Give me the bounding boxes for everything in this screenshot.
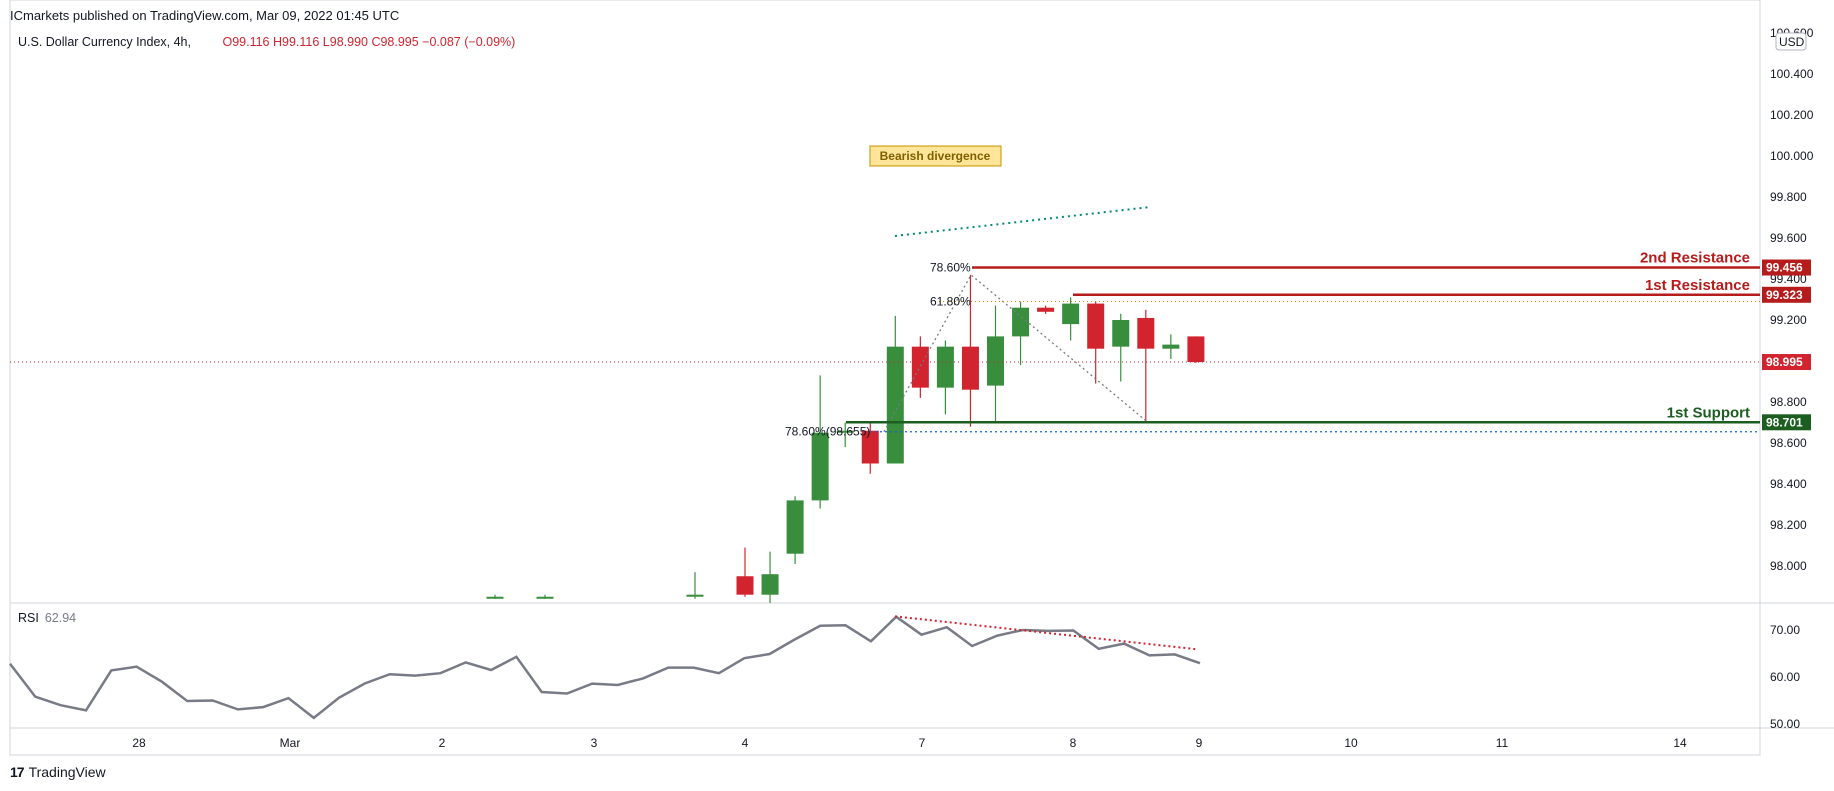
level-label: 1st Resistance [1645, 277, 1750, 294]
price-tick-label: 100.000 [1770, 149, 1814, 163]
rsi-value: 62.94 [44, 611, 77, 625]
price-tick-label: 98.800 [1770, 395, 1807, 409]
currency-label: USD [1779, 35, 1805, 49]
candle-body [1012, 307, 1030, 337]
candle-body [1162, 344, 1180, 349]
candle-body [1037, 307, 1055, 312]
candle-body [987, 336, 1004, 386]
symbol-legend: U.S. Dollar Currency Index, 4h, O99.116 … [18, 35, 515, 49]
level-label: 2nd Resistance [1640, 250, 1750, 267]
price-level-box [1762, 354, 1811, 371]
time-tick-label: 14 [1673, 736, 1687, 750]
price-level-box [1762, 259, 1811, 276]
candle-body [961, 346, 979, 390]
candle-body [786, 500, 804, 554]
time-tick-label: 11 [1496, 736, 1509, 750]
candle-body [686, 594, 704, 597]
time-tick-label: 9 [1196, 736, 1203, 750]
time-tick-label: Mar [280, 736, 301, 750]
candle-body [1187, 336, 1205, 363]
price-level-box-label: 99.456 [1766, 261, 1803, 275]
rsi-tick-label: 70.00 [1770, 623, 1800, 637]
price-tick-label: 99.800 [1770, 190, 1807, 204]
time-tick-label: 2 [439, 736, 446, 750]
candle-body [1087, 303, 1105, 349]
price-level-box-label: 99.323 [1766, 288, 1803, 302]
price-tick-label: 98.400 [1770, 477, 1807, 491]
tradingview-brand[interactable]: 17 TradingView [10, 764, 106, 780]
bearish-divergence-box [869, 145, 1002, 167]
rsi-divergence-line [894, 615, 1198, 651]
candle-body [886, 346, 904, 464]
price-tick-label: 99.200 [1770, 313, 1807, 327]
bearish-divergence-label: Bearish divergence [880, 149, 991, 163]
rsi-line [9, 615, 1201, 720]
fib-label: 78.60% [930, 261, 971, 275]
price-tick-label: 98.000 [1770, 559, 1807, 573]
price-tick-label: 98.200 [1770, 518, 1807, 532]
price-tick-label: 98.600 [1770, 436, 1807, 450]
fib-label: 78.60%(98.655) [785, 425, 870, 439]
brand-name: TradingView [28, 764, 106, 780]
candle-body [1112, 320, 1130, 347]
price-level-box [1762, 414, 1811, 431]
rsi-tick-label: 50.00 [1770, 717, 1800, 731]
publisher-line: ICmarkets published on TradingView.com, … [10, 8, 400, 23]
candle-body [811, 432, 829, 501]
price-level-box [1762, 286, 1811, 303]
candle-body [486, 596, 504, 599]
candle-body [1137, 317, 1155, 349]
level-label: 1st Support [1667, 404, 1750, 421]
candle-body [861, 430, 879, 464]
price-divergence-line [894, 206, 1149, 237]
candle-body [911, 346, 929, 388]
price-pane [486, 273, 1205, 603]
plot-frame [9, 0, 1761, 756]
candle-body [736, 576, 754, 595]
time-tick-label: 4 [742, 736, 749, 750]
fib-label: 61.80% [930, 295, 971, 309]
currency-box [1775, 32, 1807, 51]
ohlc-values: O99.116 H99.116 L98.990 C98.995 −0.087 (… [222, 35, 516, 49]
price-tick-label: 100.400 [1770, 67, 1814, 81]
rsi-name: RSI [18, 611, 39, 625]
candle-body [536, 596, 554, 599]
time-tick-label: 3 [591, 736, 598, 750]
rsi-legend: RSI 62.94 [18, 611, 76, 625]
price-tick-label: 99.600 [1770, 231, 1807, 245]
price-tick-label: 100.200 [1770, 108, 1814, 122]
candle-body [836, 430, 854, 433]
price-level-box-label: 98.701 [1766, 415, 1803, 429]
symbol-name: U.S. Dollar Currency Index, 4h, [18, 35, 191, 49]
time-tick-label: 8 [1070, 736, 1077, 750]
time-tick-label: 10 [1344, 736, 1358, 750]
time-tick-label: 28 [132, 736, 146, 750]
time-tick-label: 7 [919, 736, 926, 750]
candle-body [936, 346, 954, 388]
candle-body [1062, 303, 1080, 325]
rsi-tick-label: 60.00 [1770, 670, 1800, 684]
price-level-box-label: 98.995 [1766, 355, 1803, 369]
candle-body [761, 574, 779, 595]
tradingview-logo-icon: 17 [10, 764, 25, 780]
